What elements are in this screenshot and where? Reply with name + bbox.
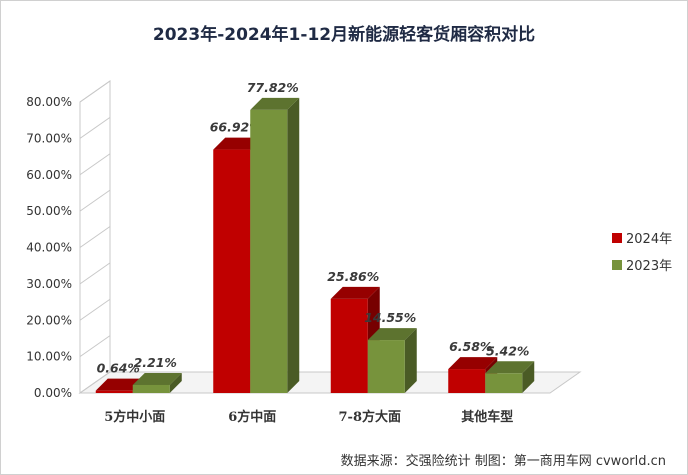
x-tick-label: 7-8方大面	[339, 409, 402, 425]
y-tick-label: 0.00%	[34, 386, 72, 400]
bar-top	[132, 372, 182, 385]
bar	[213, 149, 251, 393]
bar	[367, 340, 405, 393]
y-tick-label: 30.00%	[26, 277, 72, 291]
data-label: 14.55%	[364, 310, 416, 325]
bar-top	[367, 328, 417, 341]
bar-side	[404, 328, 417, 393]
y-grid-tick	[79, 80, 111, 103]
y-tick-label: 20.00%	[26, 313, 72, 327]
data-label: 77.82%	[247, 80, 299, 95]
data-label: 6.58%	[449, 339, 492, 354]
chart-title: 2023年-2024年1-12月新能源轻客货厢容积对比	[152, 25, 536, 45]
y-grid-tick	[79, 189, 111, 212]
source-note: 数据来源：交强险统计 制图：第一商用车网 cvworld.cn	[340, 454, 666, 469]
bar-top	[330, 286, 380, 299]
legend-swatch	[612, 260, 622, 270]
y-grid-tick	[79, 371, 111, 394]
data-label: 25.86%	[327, 269, 379, 284]
bar	[485, 373, 523, 393]
y-tick-label: 70.00%	[26, 131, 72, 145]
bar-top	[448, 357, 498, 370]
bar-top	[250, 97, 300, 110]
bar	[95, 390, 133, 393]
y-grid-tick	[79, 226, 111, 248]
y-grid-tick	[79, 262, 111, 285]
legend-label: 2024年	[626, 232, 672, 247]
bar-top	[95, 378, 145, 391]
y-tick-label: 10.00%	[26, 350, 72, 364]
x-tick-label: 6方中面	[228, 409, 276, 425]
bar	[448, 369, 486, 393]
y-grid-tick	[79, 153, 111, 176]
y-tick-label: 50.00%	[26, 204, 72, 218]
legend-label: 2023年	[626, 259, 672, 274]
bar	[330, 298, 368, 393]
y-grid-tick	[79, 298, 111, 321]
bar-side	[287, 97, 300, 393]
x-tick-label: 5方中小面	[104, 409, 165, 425]
data-label: 0.64%	[97, 361, 140, 376]
y-grid-tick	[79, 116, 111, 139]
bar-top	[213, 137, 263, 150]
bar-side	[169, 372, 182, 393]
x-tick-label: 其他车型	[461, 409, 513, 425]
bar-top	[485, 361, 535, 374]
legend-swatch	[612, 233, 622, 243]
y-tick-label: 80.00%	[26, 95, 72, 109]
bar	[132, 384, 170, 393]
y-tick-label: 60.00%	[26, 168, 72, 182]
data-label: 2.21%	[134, 355, 177, 370]
bar	[250, 109, 288, 393]
y-tick-label: 40.00%	[26, 241, 72, 255]
bar-side	[522, 361, 535, 393]
y-grid-tick	[79, 335, 111, 358]
data-label: 66.92%	[210, 120, 262, 135]
data-label: 5.42%	[486, 343, 529, 358]
